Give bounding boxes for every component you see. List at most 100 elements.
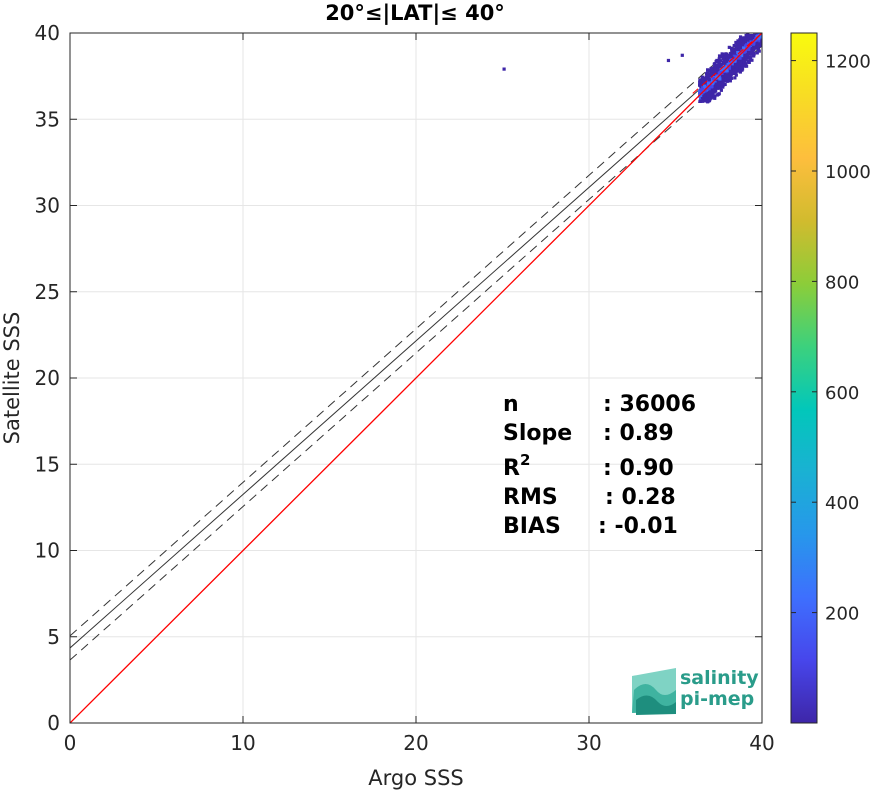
fit-line xyxy=(70,33,762,649)
density-cell xyxy=(712,88,717,92)
density-cell xyxy=(735,67,739,71)
density-cell xyxy=(721,56,726,60)
x-tick-label: 40 xyxy=(749,731,774,755)
density-cell xyxy=(704,76,708,80)
density-cell xyxy=(755,51,759,55)
y-tick-label: 30 xyxy=(35,194,60,218)
fit-upper-band-line xyxy=(70,33,751,637)
y-tick-label: 40 xyxy=(35,21,60,45)
density-cell xyxy=(715,93,719,97)
density-cell xyxy=(722,58,726,63)
colorbar-tick-label: 1000 xyxy=(825,162,871,183)
density-cell xyxy=(747,36,752,40)
density-cell xyxy=(732,59,737,64)
density-cell xyxy=(706,74,710,78)
density-cell xyxy=(706,71,710,75)
density-cell xyxy=(714,64,718,68)
density-cell xyxy=(713,96,717,100)
density-cell xyxy=(730,48,734,52)
density-cell xyxy=(752,52,756,56)
density-cell xyxy=(709,72,713,77)
density-cell xyxy=(713,94,717,98)
stat-value: : -0.01 xyxy=(598,514,678,539)
density-cell xyxy=(718,81,723,86)
density-cell xyxy=(742,63,746,67)
density-cell xyxy=(736,42,741,46)
density-cell xyxy=(723,82,727,87)
density-cell xyxy=(698,83,702,87)
density-cell xyxy=(732,48,736,52)
density-cell xyxy=(747,60,751,64)
density-cell xyxy=(701,80,705,85)
density-cell xyxy=(737,69,741,73)
density-cell xyxy=(706,100,710,104)
density-cell xyxy=(756,45,760,49)
density-cell xyxy=(747,47,751,51)
stat-label: n xyxy=(503,392,519,417)
density-outlier xyxy=(502,67,506,71)
density-cell xyxy=(728,79,732,83)
density-cell xyxy=(712,86,717,90)
salinity-pimep-logo: salinity pi-mep xyxy=(632,667,759,715)
density-cell xyxy=(717,54,722,58)
density-cell xyxy=(723,74,728,78)
x-tick-label: 30 xyxy=(576,731,601,755)
density-cell xyxy=(709,87,713,91)
density-cell xyxy=(716,67,720,71)
y-tick-label: 10 xyxy=(35,539,60,563)
density-cell xyxy=(740,67,745,71)
density-cell xyxy=(740,63,745,67)
density-cell xyxy=(698,93,703,97)
density-cell xyxy=(706,80,711,84)
density-cell xyxy=(701,86,705,90)
density-cell xyxy=(725,76,729,80)
density-cell xyxy=(744,62,748,66)
density-cell xyxy=(729,55,733,59)
colorbar-ticks: 200 400 600 800 1000 1200 xyxy=(791,52,871,625)
density-cell xyxy=(707,84,711,89)
density-outlier xyxy=(680,53,684,57)
density-cell xyxy=(730,46,734,50)
density-cell xyxy=(737,48,741,53)
density-cell xyxy=(721,66,725,70)
density-cell xyxy=(706,82,711,86)
y-tick-label: 20 xyxy=(35,366,60,390)
density-cell xyxy=(751,41,755,45)
density-cell xyxy=(705,92,709,96)
x-axis-label: Argo SSS xyxy=(368,766,463,790)
x-tick-label: 0 xyxy=(64,731,77,755)
density-cluster xyxy=(502,33,762,104)
density-cell xyxy=(738,45,742,49)
density-cell xyxy=(749,52,754,56)
density-cell xyxy=(706,68,710,72)
density-cell xyxy=(743,46,747,50)
density-cell xyxy=(739,58,743,63)
density-cell xyxy=(711,72,715,76)
density-cell xyxy=(698,90,702,94)
density-cell xyxy=(723,63,728,67)
density-cell xyxy=(750,45,754,49)
density-cell xyxy=(738,64,743,68)
colorbar xyxy=(790,32,818,724)
density-cell xyxy=(702,94,706,99)
density-cell xyxy=(733,64,737,68)
density-cell xyxy=(698,99,703,103)
density-outlier xyxy=(666,58,671,63)
wave-logo-icon xyxy=(632,668,676,715)
density-cell xyxy=(736,40,740,44)
density-cell xyxy=(741,60,745,64)
density-cell xyxy=(731,52,735,56)
stat-label: Slope xyxy=(503,421,572,446)
density-cell xyxy=(711,76,715,80)
density-cell xyxy=(703,84,707,88)
colorbar-tick-label: 200 xyxy=(825,604,859,625)
density-cell xyxy=(707,77,711,82)
density-cell xyxy=(745,42,749,46)
density-cell xyxy=(738,66,742,71)
density-cell xyxy=(710,85,714,89)
density-cell xyxy=(759,35,762,39)
stat-label: BIAS xyxy=(503,514,561,539)
density-cell xyxy=(748,55,752,59)
density-cell xyxy=(714,59,718,64)
